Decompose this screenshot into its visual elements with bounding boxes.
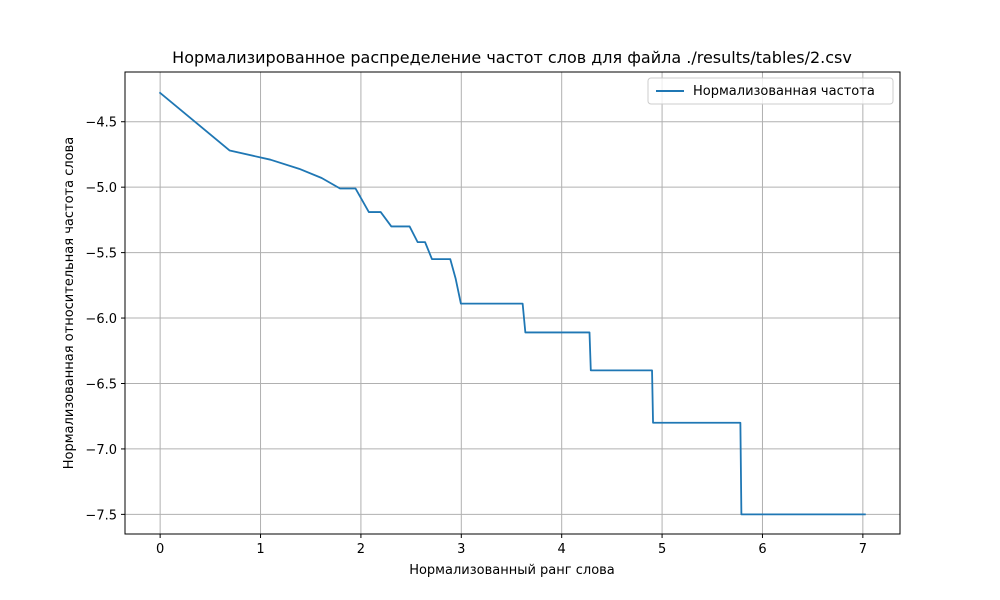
y-axis-label: Нормализованная относительная частота сл…	[62, 137, 77, 470]
y-tick-label: −5.0	[85, 181, 117, 196]
x-axis-label: Нормализованный ранг слова	[409, 563, 615, 578]
chart-title: Нормализированное распределение частот с…	[172, 48, 852, 67]
y-tick-label: −4.5	[85, 116, 117, 131]
y-tick-label: −6.5	[85, 377, 117, 392]
x-tick-label: 0	[156, 542, 164, 557]
grid-lines	[125, 72, 900, 534]
legend-box	[647, 77, 894, 105]
x-axis-ticks: 0 1 2 3 4 5 6 7	[156, 534, 867, 557]
x-tick-label: 2	[357, 542, 365, 557]
y-tick-label: −7.0	[85, 443, 117, 458]
y-tick-label: −6.0	[85, 312, 117, 327]
y-axis-ticks: −4.5 −5.0 −5.5 −6.0 −6.5 −7.0 −7.5	[85, 116, 125, 523]
x-tick-label: 7	[859, 542, 867, 557]
plot-area-frame	[124, 71, 901, 535]
x-tick-label: 4	[558, 542, 566, 557]
x-tick-label: 3	[457, 542, 465, 557]
legend: Нормализованная частота	[647, 77, 894, 105]
legend-label: Нормализованная частота	[693, 84, 875, 99]
series-lines	[158, 91, 866, 516]
y-tick-label: −5.5	[85, 247, 117, 262]
y-tick-label: −7.5	[85, 508, 117, 523]
x-tick-label: 5	[658, 542, 666, 557]
series-line-0	[158, 91, 866, 516]
x-tick-label: 1	[256, 542, 264, 557]
x-tick-label: 6	[758, 542, 766, 557]
